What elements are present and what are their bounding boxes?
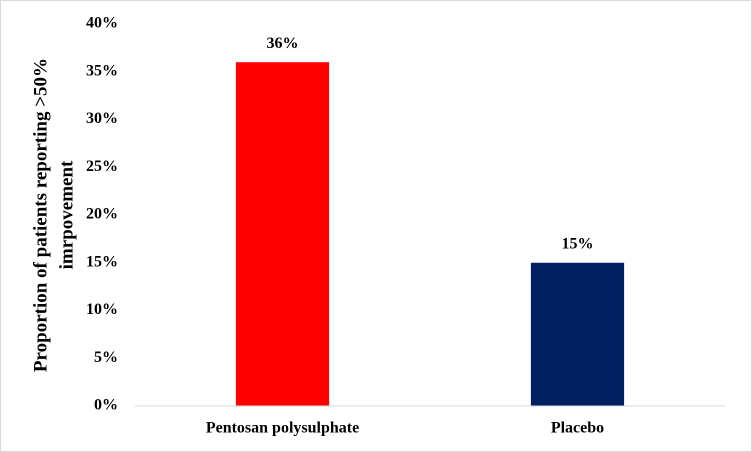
y-axis-title-line: Proportion of patients reporting >50% <box>30 58 51 372</box>
y-tick-label: 40% <box>86 15 118 32</box>
x-tick-label: Placebo <box>551 420 604 437</box>
bar <box>235 62 330 406</box>
y-tick-label: 15% <box>86 253 118 270</box>
y-axis-title-line: imrpovement <box>56 160 77 269</box>
y-tick-label: 25% <box>86 158 118 175</box>
y-tick-label: 20% <box>86 206 118 223</box>
bar <box>530 262 625 406</box>
y-tick-label: 10% <box>86 301 118 318</box>
y-axis-title: Proportion of patients reporting >50% im… <box>30 58 77 372</box>
data-label: 36% <box>267 35 299 52</box>
y-tick-label: 5% <box>94 349 118 366</box>
data-label: 15% <box>562 235 594 252</box>
y-tick-label: 35% <box>86 62 118 79</box>
y-tick-label: 30% <box>86 110 118 127</box>
x-tick-label: Pentosan polysulphate <box>206 420 359 437</box>
y-tick-label: 0% <box>94 397 118 414</box>
